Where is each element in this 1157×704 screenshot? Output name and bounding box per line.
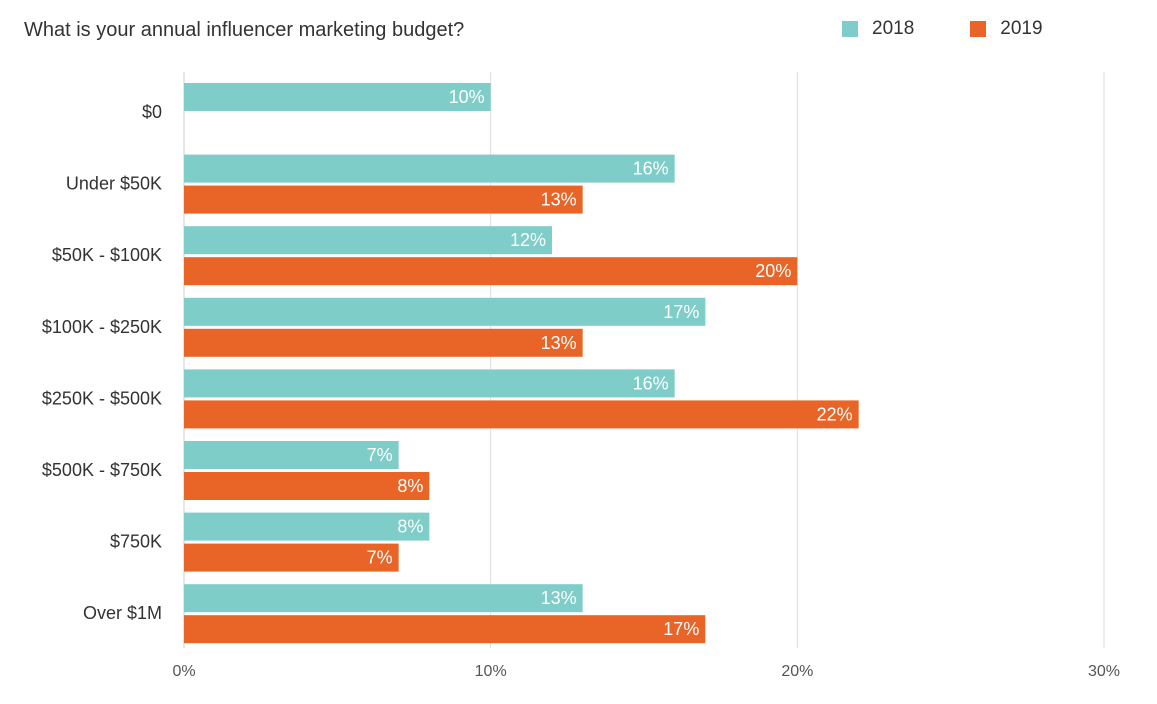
bar-2019 bbox=[184, 328, 583, 357]
data-label-2018: 10% bbox=[449, 87, 485, 107]
bar-2019 bbox=[184, 185, 583, 214]
data-label-2018: 16% bbox=[633, 373, 669, 393]
bar-2019 bbox=[184, 257, 798, 286]
data-label-2019: 20% bbox=[755, 261, 791, 281]
x-tick-label: 30% bbox=[1088, 663, 1120, 680]
category-label: Under $50K bbox=[66, 174, 162, 194]
bar-2018 bbox=[184, 226, 552, 255]
category-label: $0 bbox=[142, 102, 162, 122]
bar-2019 bbox=[184, 472, 430, 500]
data-label-2019: 8% bbox=[397, 476, 423, 496]
data-label-2018: 17% bbox=[663, 302, 699, 322]
bar-2018 bbox=[184, 297, 706, 326]
bar-2019 bbox=[184, 400, 859, 429]
chart-legend: 2018 2019 bbox=[842, 18, 1099, 40]
data-label-2018: 13% bbox=[541, 588, 577, 608]
data-label-2018: 8% bbox=[397, 517, 423, 537]
category-label: $750K bbox=[110, 532, 162, 552]
legend-label-2018: 2018 bbox=[872, 18, 915, 39]
data-label-2018: 16% bbox=[633, 159, 669, 179]
legend-label-2019: 2019 bbox=[1000, 18, 1043, 39]
legend-item-2018[interactable]: 2018 bbox=[842, 18, 914, 40]
category-label: $250K - $500K bbox=[42, 388, 162, 408]
legend-swatch-2018 bbox=[842, 21, 858, 37]
category-label: $500K - $750K bbox=[42, 460, 162, 480]
data-label-2019: 13% bbox=[541, 190, 577, 210]
data-label-2018: 7% bbox=[367, 445, 393, 465]
category-label: $100K - $250K bbox=[42, 317, 162, 337]
bar-2018 bbox=[184, 369, 675, 398]
bar-2018 bbox=[184, 441, 399, 469]
bar-2018 bbox=[184, 584, 583, 613]
x-tick-label: 20% bbox=[781, 663, 813, 680]
data-label-2018: 12% bbox=[510, 230, 546, 250]
data-label-2019: 7% bbox=[367, 548, 393, 568]
data-label-2019: 13% bbox=[541, 333, 577, 353]
legend-swatch-2019 bbox=[970, 21, 987, 37]
bar-2019 bbox=[184, 615, 706, 644]
category-label: Over $1M bbox=[83, 603, 162, 623]
chart-title: What is your annual influencer marketing… bbox=[24, 19, 465, 41]
bar-2018 bbox=[184, 512, 430, 541]
category-label: $50K - $100K bbox=[52, 245, 162, 265]
bar-2018 bbox=[184, 154, 675, 183]
bar-2018 bbox=[184, 83, 491, 111]
data-label-2019: 17% bbox=[663, 619, 699, 639]
data-label-2019: 22% bbox=[817, 404, 853, 424]
x-tick-label: 0% bbox=[172, 663, 195, 680]
x-tick-label: 10% bbox=[475, 663, 507, 680]
legend-item-2019[interactable]: 2019 bbox=[970, 18, 1043, 40]
bar-2019 bbox=[184, 543, 399, 572]
